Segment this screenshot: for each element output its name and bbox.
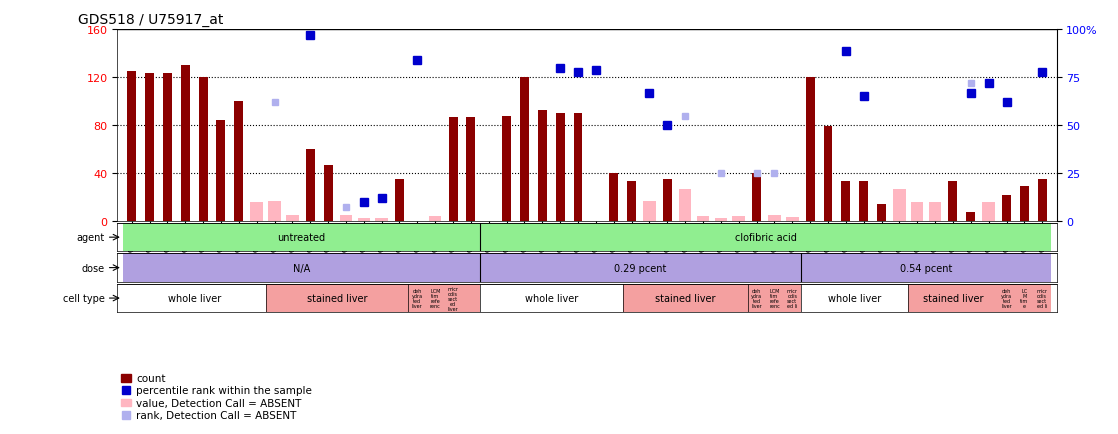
- Bar: [520, 78, 529, 221]
- Text: 0.54 pcent: 0.54 pcent: [900, 263, 953, 273]
- Bar: [948, 182, 957, 221]
- Bar: [1038, 180, 1046, 221]
- Bar: [752, 174, 761, 221]
- Text: cell type: cell type: [63, 293, 105, 303]
- Text: whole liver: whole liver: [828, 293, 881, 303]
- Text: percentile rank within the sample: percentile rank within the sample: [136, 385, 312, 395]
- Text: whole liver: whole liver: [524, 293, 578, 303]
- Bar: [802, 284, 908, 312]
- Bar: [623, 284, 748, 312]
- Bar: [235, 102, 244, 221]
- Text: GDS518 / U75917_at: GDS518 / U75917_at: [78, 13, 224, 27]
- Bar: [502, 116, 511, 221]
- Bar: [824, 127, 833, 221]
- Bar: [679, 189, 691, 221]
- Bar: [448, 118, 457, 221]
- Text: agent: agent: [77, 233, 105, 243]
- Bar: [663, 180, 672, 221]
- Bar: [181, 66, 190, 221]
- Bar: [929, 202, 941, 221]
- Bar: [250, 202, 263, 221]
- Text: LCM
tim
refe
renc: LCM tim refe renc: [769, 289, 779, 308]
- Bar: [768, 215, 780, 221]
- Bar: [732, 217, 745, 221]
- Text: stained liver: stained liver: [306, 293, 367, 303]
- Bar: [163, 73, 172, 221]
- Text: N/A: N/A: [293, 263, 310, 273]
- Bar: [748, 284, 802, 312]
- Bar: [429, 217, 442, 221]
- Bar: [806, 78, 815, 221]
- Bar: [323, 165, 332, 221]
- Bar: [286, 215, 299, 221]
- Bar: [480, 284, 623, 312]
- Text: micr
odis
sect
ed li: micr odis sect ed li: [1036, 289, 1048, 308]
- Bar: [408, 284, 480, 312]
- Bar: [268, 201, 281, 221]
- Text: deh
ydra
ted
liver: deh ydra ted liver: [1001, 289, 1012, 308]
- Bar: [121, 374, 131, 382]
- Bar: [376, 219, 388, 221]
- Bar: [609, 174, 618, 221]
- Bar: [911, 202, 923, 221]
- Bar: [802, 254, 1051, 282]
- Text: clofibric acid: clofibric acid: [735, 233, 796, 243]
- Bar: [123, 224, 480, 252]
- Text: whole liver: whole liver: [168, 293, 220, 303]
- Text: count: count: [136, 373, 165, 383]
- Bar: [305, 150, 314, 221]
- Bar: [538, 110, 547, 221]
- Bar: [266, 284, 408, 312]
- Bar: [556, 114, 565, 221]
- Bar: [908, 284, 1051, 312]
- Text: micr
odis
sect
ed li: micr odis sect ed li: [787, 289, 798, 308]
- Bar: [217, 121, 226, 221]
- Bar: [466, 118, 475, 221]
- Bar: [340, 215, 352, 221]
- Text: micr
odis
sect
ed
liver: micr odis sect ed liver: [447, 286, 458, 311]
- Bar: [893, 189, 906, 221]
- Bar: [480, 254, 802, 282]
- Bar: [842, 182, 851, 221]
- Bar: [1002, 195, 1011, 221]
- Text: LC
M
tim
e: LC M tim e: [1021, 289, 1029, 308]
- Text: deh
ydra
ted
liver: deh ydra ted liver: [411, 289, 423, 308]
- Text: 0.29 pcent: 0.29 pcent: [614, 263, 666, 273]
- Text: untreated: untreated: [277, 233, 325, 243]
- Bar: [127, 72, 136, 221]
- Bar: [878, 204, 885, 221]
- Bar: [860, 182, 869, 221]
- Text: stained liver: stained liver: [922, 293, 983, 303]
- Text: dose: dose: [82, 263, 105, 273]
- Bar: [121, 398, 131, 407]
- Text: LCM
tim
refe
renc: LCM tim refe renc: [429, 289, 440, 308]
- Bar: [1020, 187, 1029, 221]
- Bar: [358, 219, 370, 221]
- Bar: [786, 218, 798, 221]
- Bar: [123, 254, 480, 282]
- Text: stained liver: stained liver: [655, 293, 716, 303]
- Bar: [199, 78, 208, 221]
- Bar: [123, 284, 266, 312]
- Bar: [145, 73, 154, 221]
- Text: rank, Detection Call = ABSENT: rank, Detection Call = ABSENT: [136, 410, 296, 420]
- Bar: [697, 217, 709, 221]
- Text: deh
ydra
ted
liver: deh ydra ted liver: [751, 289, 762, 308]
- Bar: [643, 201, 655, 221]
- Bar: [714, 219, 727, 221]
- Bar: [480, 224, 1051, 252]
- Bar: [627, 182, 636, 221]
- Bar: [574, 114, 582, 221]
- Bar: [966, 213, 975, 221]
- Bar: [983, 202, 995, 221]
- Text: value, Detection Call = ABSENT: value, Detection Call = ABSENT: [136, 398, 302, 408]
- Bar: [395, 180, 404, 221]
